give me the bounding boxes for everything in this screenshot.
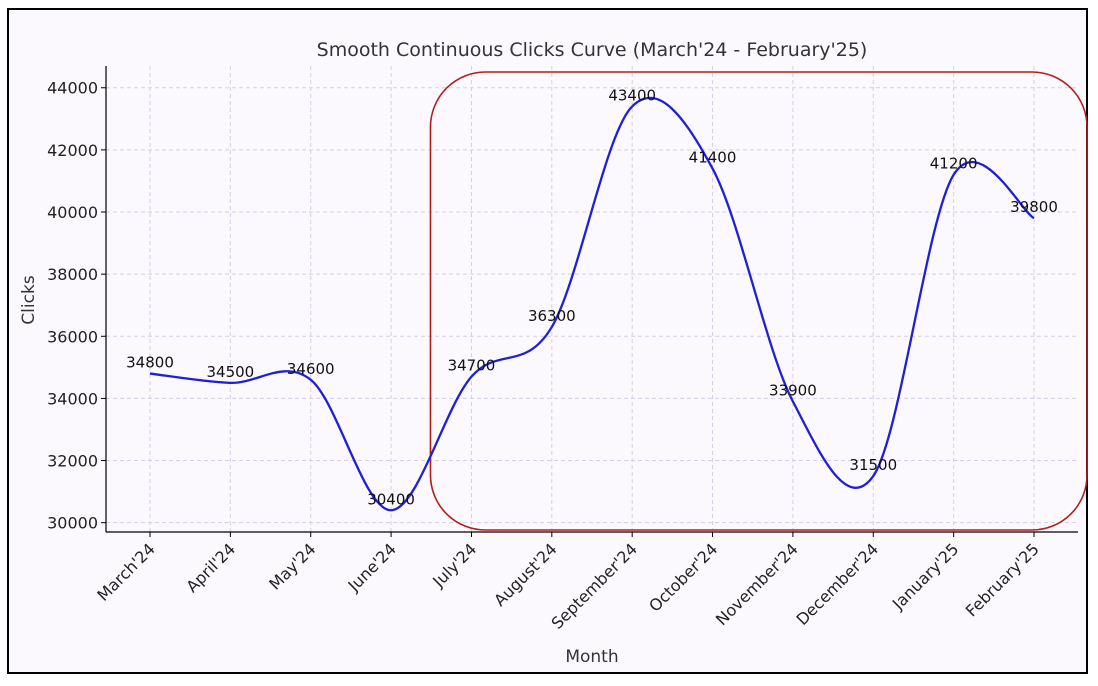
chart-frame (7, 8, 1088, 674)
chart-title: Smooth Continuous Clicks Curve (March'24… (317, 39, 868, 61)
data-label: 34500 (207, 363, 255, 381)
axes (105, 66, 1078, 533)
data-label: 30400 (367, 490, 415, 508)
data-label: 39800 (1010, 198, 1058, 216)
data-label: 33900 (769, 382, 817, 400)
data-label: 36300 (528, 307, 576, 325)
x-tick-label: April'24 (182, 539, 239, 596)
y-tick-label: 32000 (47, 452, 98, 471)
y-tick-label: 44000 (47, 79, 98, 98)
y-tick-label: 36000 (47, 327, 98, 346)
x-tick-label: May'24 (265, 539, 319, 593)
x-tick-label: June'24 (344, 539, 400, 595)
x-tick-label: July'24 (428, 539, 480, 591)
x-tick-label: January'25 (888, 539, 963, 614)
x-tick-labels: March'24 April'24 May'24 June'24 July'24 Augu… (93, 532, 1043, 633)
highlight-region (429, 71, 1088, 531)
x-tick-label: September'24 (548, 539, 641, 632)
data-label: 31500 (849, 456, 897, 474)
clicks-curve (149, 96, 1035, 512)
grid-lines (106, 66, 1078, 532)
data-label: 41400 (689, 149, 737, 167)
y-tick-label: 38000 (47, 265, 98, 284)
data-label: 41200 (930, 155, 978, 173)
y-tick-label: 30000 (47, 514, 98, 533)
x-tick-label: August'24 (490, 539, 561, 610)
x-tick-label: October'24 (645, 539, 721, 615)
data-label: 43400 (608, 86, 656, 104)
data-label: 34800 (126, 354, 174, 372)
x-tick-label: February'25 (962, 539, 1043, 620)
x-tick-label: December'24 (792, 539, 882, 629)
x-tick-label: March'24 (93, 539, 158, 604)
data-label: 34700 (448, 357, 496, 375)
y-tick-labels: 30000 32000 34000 36000 38000 40000 42000 44000 (47, 79, 106, 533)
y-tick-label: 34000 (47, 389, 98, 408)
x-axis-label: Month (565, 647, 618, 667)
x-tick-label: November'24 (712, 539, 802, 629)
y-tick-label: 40000 (47, 203, 98, 222)
y-axis-label: Clicks (19, 275, 39, 325)
data-label: 34600 (287, 360, 335, 378)
data-labels: 34800 34500 34600 30400 34700 36300 43400 41400… (126, 86, 1058, 508)
y-tick-label: 42000 (47, 141, 98, 160)
